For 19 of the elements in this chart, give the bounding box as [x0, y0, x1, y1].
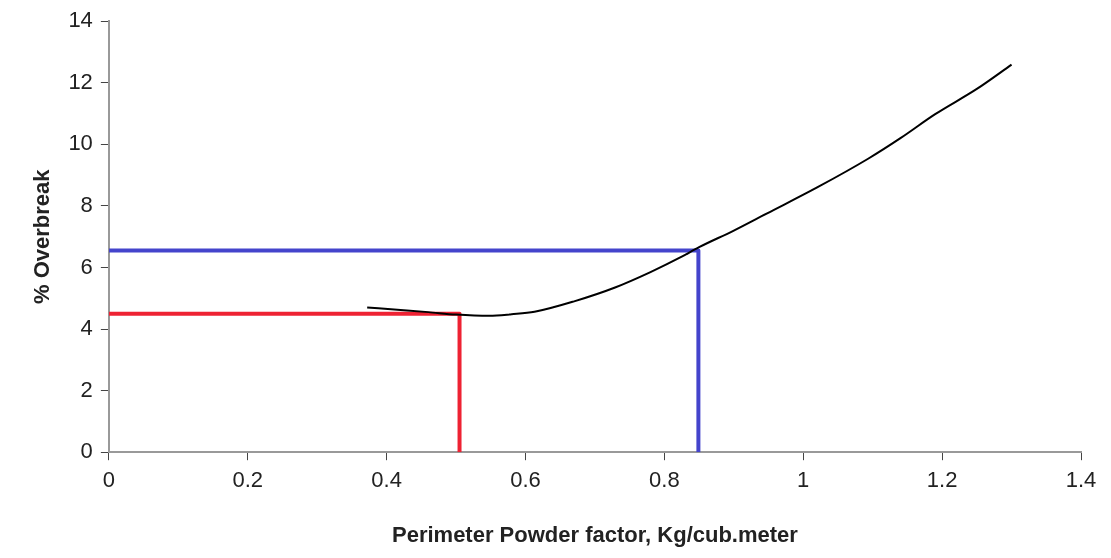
y-tick-label: 2	[80, 376, 93, 402]
line-series	[366, 63, 1013, 317]
y-tick-label: 0	[80, 438, 93, 464]
y-axis-title: % Overbreak	[29, 168, 55, 304]
x-tick-label: 1	[797, 467, 810, 493]
y-tick-label: 10	[68, 130, 93, 156]
x-axis-title: Perimeter Powder factor, Kg/cub.meter	[391, 521, 799, 547]
x-tick-label: 0.6	[510, 467, 541, 493]
y-tick-label: 12	[68, 68, 93, 94]
x-tick-label: 0	[102, 467, 115, 493]
x-tick-label: 1.4	[1065, 467, 1097, 493]
x-tick-label: 0.8	[649, 467, 680, 493]
x-tick-label: 0.4	[371, 467, 402, 493]
y-tick-label: 14	[68, 7, 93, 33]
x-tick-label: 1.2	[926, 467, 958, 493]
y-tick-label: 4	[80, 315, 93, 341]
y-tick-label: 8	[80, 191, 93, 217]
y-tick-label: 6	[80, 253, 93, 279]
x-tick-label: 0.2	[232, 467, 264, 493]
